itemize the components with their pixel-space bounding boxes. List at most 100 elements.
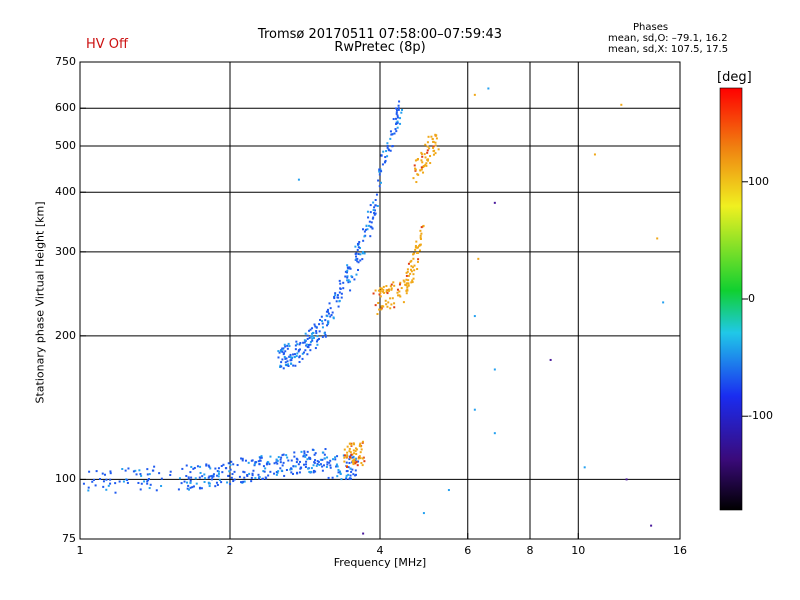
- data-point: [380, 154, 383, 157]
- data-point: [178, 477, 181, 480]
- data-point: [355, 448, 358, 451]
- data-point: [212, 475, 215, 478]
- data-point: [583, 466, 586, 469]
- data-point: [275, 458, 278, 461]
- data-point: [308, 329, 311, 332]
- data-point: [346, 451, 349, 454]
- chart-subtitle: RwPretec (8p): [334, 40, 426, 55]
- data-point: [187, 476, 190, 479]
- data-point: [208, 482, 211, 485]
- data-point: [286, 360, 289, 363]
- data-point: [275, 473, 278, 476]
- data-point: [323, 332, 326, 335]
- data-point: [279, 349, 282, 352]
- data-point: [303, 454, 306, 457]
- data-point: [353, 278, 356, 281]
- data-point: [426, 141, 429, 144]
- y-tick-label: 300: [55, 244, 76, 258]
- data-point: [411, 279, 414, 282]
- data-point: [226, 481, 229, 484]
- data-point: [385, 150, 388, 153]
- data-point: [95, 470, 98, 473]
- data-point: [303, 341, 306, 344]
- data-point: [447, 489, 450, 492]
- data-point: [307, 467, 310, 470]
- data-point: [312, 464, 315, 467]
- data-point: [422, 171, 425, 174]
- data-point: [94, 484, 97, 487]
- data-point: [281, 358, 284, 361]
- data-point: [194, 477, 197, 480]
- data-point: [405, 278, 408, 281]
- data-point: [262, 465, 265, 468]
- data-point: [132, 470, 135, 473]
- data-point: [349, 289, 352, 292]
- data-point: [343, 460, 346, 463]
- data-point: [346, 264, 349, 267]
- y-tick-label: 600: [55, 101, 76, 115]
- data-point: [298, 348, 301, 351]
- data-point: [357, 253, 360, 256]
- data-point: [321, 451, 324, 454]
- data-point: [290, 467, 293, 470]
- data-point: [306, 334, 309, 337]
- data-point: [316, 343, 319, 346]
- data-point: [349, 451, 352, 454]
- data-point: [259, 459, 262, 462]
- data-point: [251, 474, 254, 477]
- data-point: [406, 270, 409, 273]
- data-point: [105, 478, 108, 481]
- data-point: [183, 480, 186, 483]
- data-point: [231, 473, 234, 476]
- data-point: [227, 474, 230, 477]
- data-point: [203, 473, 206, 476]
- data-point: [310, 335, 313, 338]
- data-point: [340, 296, 343, 299]
- data-point: [283, 343, 286, 346]
- data-point: [229, 463, 232, 466]
- data-point: [356, 464, 359, 467]
- data-point: [334, 294, 337, 297]
- data-point: [355, 273, 358, 276]
- data-point: [329, 459, 332, 462]
- data-point: [412, 277, 415, 280]
- data-point: [207, 476, 210, 479]
- data-point: [422, 164, 425, 167]
- data-point: [430, 135, 433, 138]
- data-point: [420, 226, 423, 229]
- data-point: [384, 156, 387, 159]
- data-point: [346, 275, 349, 278]
- data-point: [432, 140, 435, 143]
- data-point: [284, 361, 287, 364]
- data-point: [369, 204, 372, 207]
- data-point: [380, 305, 383, 308]
- data-point: [317, 337, 320, 340]
- data-point: [321, 322, 324, 325]
- data-point: [419, 238, 422, 241]
- data-point: [319, 458, 322, 461]
- data-point: [326, 308, 329, 311]
- data-point: [359, 259, 362, 262]
- data-point: [328, 302, 331, 305]
- data-point: [155, 489, 158, 492]
- data-point: [379, 295, 382, 298]
- data-point: [318, 464, 321, 467]
- data-point: [317, 460, 320, 463]
- data-point: [343, 448, 346, 451]
- data-point: [414, 169, 417, 172]
- data-point: [302, 341, 305, 344]
- data-point: [336, 294, 339, 297]
- data-point: [107, 484, 110, 487]
- data-point: [333, 297, 336, 300]
- data-point: [243, 476, 246, 479]
- data-point: [399, 295, 402, 298]
- data-point: [293, 356, 296, 359]
- data-point: [261, 477, 264, 480]
- data-point: [410, 259, 413, 262]
- data-point: [287, 365, 290, 368]
- data-point: [311, 339, 314, 342]
- data-point: [260, 455, 263, 458]
- data-point: [296, 471, 299, 474]
- data-point: [403, 280, 406, 283]
- data-point: [186, 487, 189, 490]
